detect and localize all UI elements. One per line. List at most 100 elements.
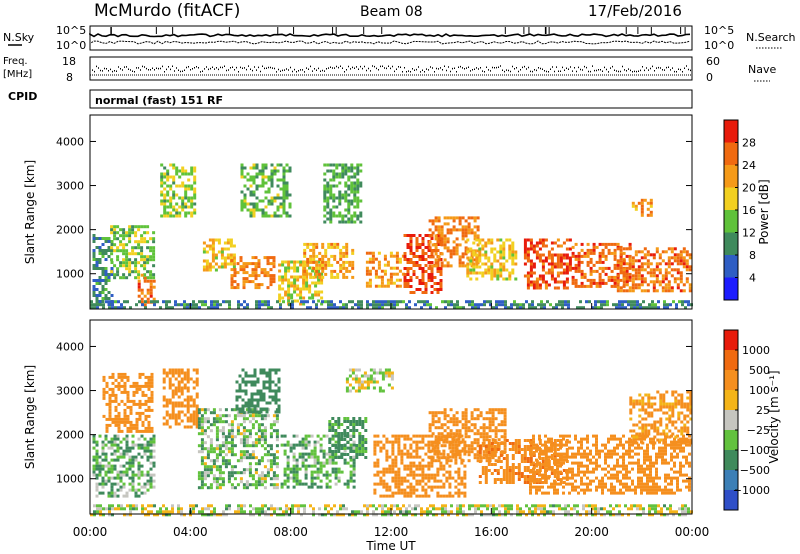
velocity-cell <box>334 453 338 456</box>
power-cell <box>317 281 321 285</box>
power-cell <box>523 238 527 242</box>
velocity-cell <box>137 488 141 492</box>
power-cell <box>392 266 396 270</box>
velocity-cell <box>200 429 204 433</box>
velocity-cell <box>200 417 204 421</box>
velocity-cell <box>436 467 440 471</box>
velocity-cell <box>105 429 109 433</box>
velocity-cell <box>177 395 181 399</box>
velocity-cell <box>463 482 467 486</box>
power-cell <box>260 271 264 275</box>
velocity-cell <box>409 473 413 477</box>
power-cell <box>101 297 105 300</box>
velocity-cell <box>113 482 117 486</box>
velocity-cell <box>337 438 341 441</box>
power-cell <box>526 280 530 284</box>
power-cell <box>263 256 267 260</box>
power-cell <box>493 247 497 251</box>
power-cell <box>619 271 623 275</box>
velocity-cell <box>360 383 364 387</box>
velocity-cell <box>123 390 127 394</box>
power-cell <box>187 196 191 200</box>
power-cell <box>113 225 117 229</box>
power-cell <box>266 274 270 278</box>
power-cell <box>625 262 629 266</box>
power-cell <box>577 284 581 288</box>
velocity-cell <box>256 410 260 414</box>
power-cell <box>508 247 512 251</box>
power-cell <box>427 276 431 279</box>
velocity-cell <box>239 480 243 484</box>
velocity-cell <box>241 407 245 411</box>
velocity-cell <box>388 455 392 459</box>
power-cell <box>556 262 560 266</box>
power-cell <box>226 238 230 242</box>
velocity-cell <box>373 449 377 453</box>
power-cell <box>577 269 581 273</box>
power-cell <box>613 248 617 252</box>
power-cell <box>178 211 182 215</box>
power-cell <box>649 268 653 272</box>
power-cell <box>633 300 636 304</box>
velocity-cell <box>412 488 416 492</box>
power-cell <box>309 254 313 258</box>
power-cell <box>257 283 261 287</box>
velocity-cell <box>361 435 365 438</box>
power-cell <box>318 275 322 279</box>
power-cell <box>252 193 256 197</box>
power-cell <box>140 288 144 292</box>
power-cell <box>616 266 620 270</box>
power-cell <box>356 166 360 170</box>
velocity-cell <box>434 420 438 424</box>
velocity-cell <box>209 441 213 445</box>
power-cell <box>345 245 349 249</box>
power-cell <box>658 271 662 275</box>
velocity-cell <box>236 423 240 427</box>
power-cell <box>640 274 644 278</box>
velocity-cell <box>455 438 459 442</box>
power-cell <box>594 300 597 304</box>
velocity-cell <box>221 426 225 430</box>
power-cell <box>137 285 141 289</box>
velocity-cell <box>212 450 216 454</box>
power-cell <box>628 247 632 251</box>
power-cell <box>534 306 537 310</box>
power-cell <box>236 283 240 287</box>
power-cell <box>619 286 623 290</box>
velocity-cell <box>277 389 281 393</box>
power-cell <box>431 243 435 247</box>
velocity-cell <box>162 395 166 399</box>
power-cell <box>672 300 675 304</box>
power-cell <box>353 193 357 197</box>
velocity-cell <box>446 435 450 439</box>
velocity-cell <box>505 460 509 463</box>
power-cell <box>649 204 653 208</box>
velocity-cell <box>467 444 471 448</box>
power-cell <box>153 300 156 304</box>
velocity-cell <box>382 485 386 489</box>
power-cell <box>360 303 363 307</box>
power-cell <box>541 265 545 269</box>
power-cell <box>217 241 221 245</box>
power-cell <box>190 214 194 218</box>
power-cell <box>146 300 150 304</box>
velocity-cell <box>230 486 234 490</box>
velocity-cell <box>150 375 154 379</box>
power-cell <box>252 166 256 170</box>
velocity-cell <box>464 450 468 454</box>
velocity-cell <box>165 410 169 414</box>
velocity-cell <box>409 485 413 489</box>
power-cell <box>409 243 413 246</box>
velocity-cell <box>487 451 491 454</box>
velocity-cell <box>113 464 117 468</box>
power-cell <box>184 184 188 188</box>
power-cell <box>252 208 256 212</box>
velocity-cell <box>493 463 497 466</box>
power-cell <box>436 282 440 285</box>
velocity-cell <box>92 434 96 438</box>
power-cell <box>193 178 197 182</box>
power-cell <box>347 202 351 206</box>
power-cell <box>152 273 156 277</box>
power-cell <box>390 300 393 304</box>
power-cell <box>583 284 587 288</box>
